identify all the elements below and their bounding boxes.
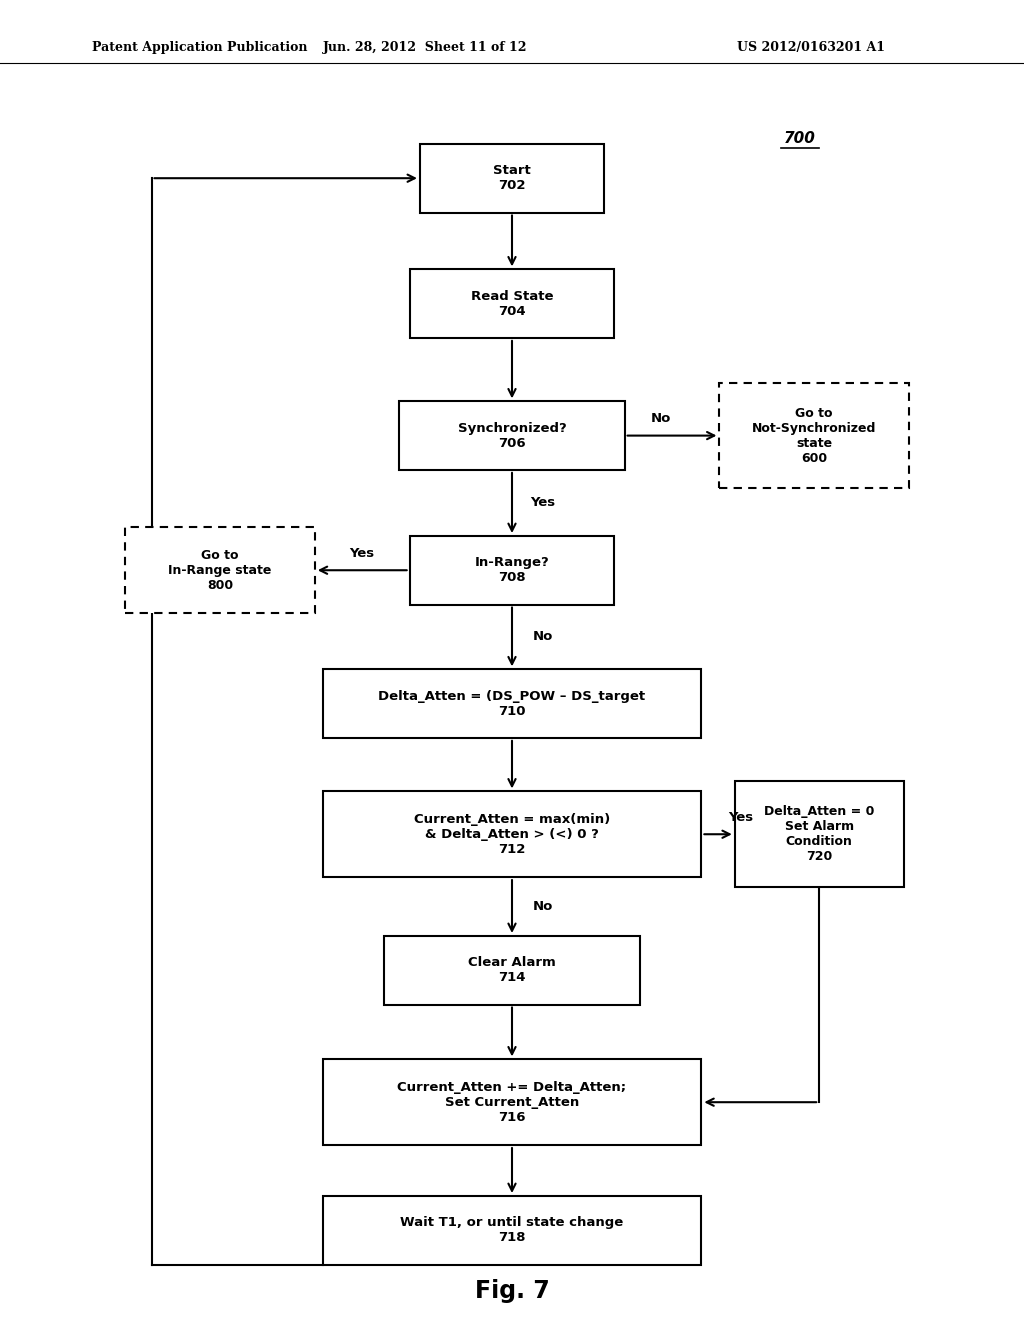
FancyBboxPatch shape — [323, 791, 701, 876]
Text: No: No — [650, 412, 671, 425]
Text: Yes: Yes — [349, 546, 375, 560]
Text: No: No — [532, 631, 553, 643]
Text: Fig. 7: Fig. 7 — [475, 1279, 549, 1303]
FancyBboxPatch shape — [323, 669, 701, 738]
Text: Delta_Atten = 0
Set Alarm
Condition
720: Delta_Atten = 0 Set Alarm Condition 720 — [764, 805, 874, 863]
Text: US 2012/0163201 A1: US 2012/0163201 A1 — [737, 41, 886, 54]
Text: Read State
704: Read State 704 — [471, 289, 553, 318]
Text: Go to
Not-Synchronized
state
600: Go to Not-Synchronized state 600 — [752, 407, 877, 465]
FancyBboxPatch shape — [719, 383, 909, 488]
Text: 700: 700 — [783, 131, 815, 147]
Text: Clear Alarm
714: Clear Alarm 714 — [468, 956, 556, 985]
Text: Start
702: Start 702 — [494, 164, 530, 193]
FancyBboxPatch shape — [125, 527, 315, 612]
Text: Patent Application Publication: Patent Application Publication — [92, 41, 307, 54]
Text: Current_Atten += Delta_Atten;
Set Current_Atten
716: Current_Atten += Delta_Atten; Set Curren… — [397, 1081, 627, 1123]
FancyBboxPatch shape — [323, 1196, 701, 1265]
Text: In-Range?
708: In-Range? 708 — [475, 556, 549, 585]
FancyBboxPatch shape — [323, 1059, 701, 1144]
FancyBboxPatch shape — [410, 269, 614, 338]
Text: Wait T1, or until state change
718: Wait T1, or until state change 718 — [400, 1216, 624, 1245]
Text: Jun. 28, 2012  Sheet 11 of 12: Jun. 28, 2012 Sheet 11 of 12 — [323, 41, 527, 54]
Text: Go to
In-Range state
800: Go to In-Range state 800 — [169, 549, 271, 591]
Text: Current_Atten = max(min)
& Delta_Atten > (<) 0 ?
712: Current_Atten = max(min) & Delta_Atten >… — [414, 813, 610, 855]
Text: Yes: Yes — [530, 496, 555, 510]
FancyBboxPatch shape — [399, 401, 625, 470]
FancyBboxPatch shape — [735, 781, 904, 887]
Text: Synchronized?
706: Synchronized? 706 — [458, 421, 566, 450]
Text: Yes: Yes — [728, 810, 753, 824]
Text: No: No — [532, 900, 553, 913]
Text: Delta_Atten = (DS_POW – DS_target
710: Delta_Atten = (DS_POW – DS_target 710 — [379, 689, 645, 718]
FancyBboxPatch shape — [420, 144, 604, 213]
FancyBboxPatch shape — [384, 936, 640, 1005]
FancyBboxPatch shape — [410, 536, 614, 605]
